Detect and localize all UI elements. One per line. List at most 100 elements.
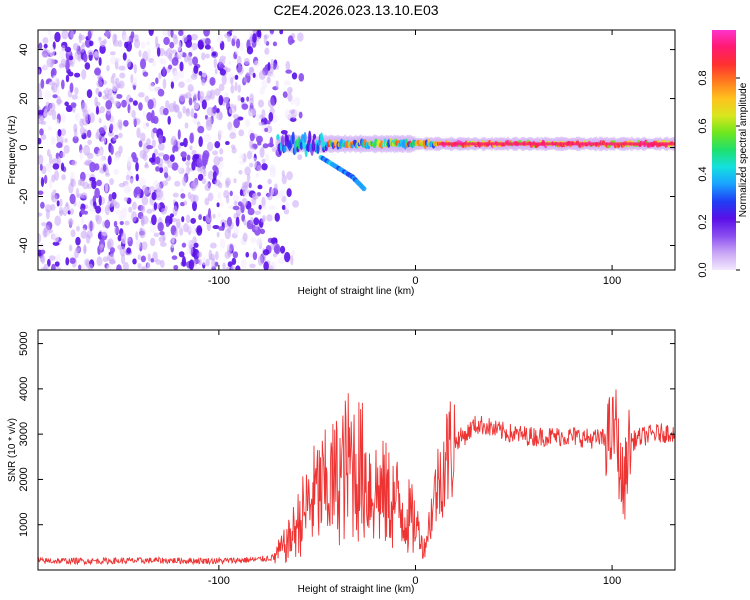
spectrogram-noise-blob — [83, 161, 91, 166]
spectrogram-noise-blob — [54, 261, 60, 267]
spectrogram-noise-blob — [162, 78, 167, 90]
spectrogram-noise-blob — [133, 77, 138, 86]
spectrogram-noise-blob — [263, 261, 269, 270]
spectrogram-noise-blob — [165, 100, 170, 109]
snr-y-tick-label: 5000 — [18, 331, 30, 355]
spectrogram-noise-blob — [44, 90, 51, 100]
spectrogram-noise-blob — [236, 55, 242, 67]
spectrogram-noise-blob — [261, 79, 268, 90]
spectrogram-noise-blob — [220, 202, 224, 207]
spectrogram-noise-blob — [264, 47, 270, 55]
spectrogram-noise-blob — [275, 80, 279, 90]
spectrogram-noise-blob — [177, 111, 183, 119]
spectrogram-noise-blob — [201, 99, 207, 110]
spectrogram-noise-blob — [151, 214, 157, 226]
spectrogram-noise-blob — [150, 237, 156, 247]
spectrogram-noise-blob — [257, 99, 264, 108]
spectrogram-noise-blob — [205, 53, 210, 59]
spectrogram-noise-blob — [138, 102, 143, 111]
spectrogram-noise-blob — [249, 132, 255, 142]
spectrogram-noise-blob — [266, 214, 273, 222]
spectrogram-noise-blob — [131, 211, 137, 222]
spectrogram-noise-blob — [40, 201, 45, 209]
spectrogram-noise-blob — [183, 137, 188, 148]
spectrogram-noise-blob — [177, 40, 182, 52]
spectrogram-noise-blob — [192, 56, 199, 66]
spectrogram-noise-blob — [142, 110, 146, 117]
spectrogram-noise-blob — [115, 93, 123, 99]
spectrogram-noise-blob — [96, 79, 103, 88]
spectrogram-noise-blob — [201, 78, 206, 86]
spectrogram-noise-blob — [272, 62, 277, 70]
spectrogram-noise-blob — [267, 33, 274, 38]
spectrogram-noise-blob — [89, 161, 96, 173]
spectrogram-noise-blob — [240, 259, 247, 269]
spectrogram-noise-blob — [298, 72, 305, 82]
spectrogram-noise-blob — [204, 44, 211, 50]
spectrogram-noise-blob — [146, 208, 153, 214]
spectrogram-noise-blob — [170, 81, 175, 89]
spectrogram-noise-blob — [155, 166, 160, 172]
spectrogram-noise-blob — [63, 206, 68, 214]
spectrogram-noise-blob — [227, 35, 232, 43]
spectrogram-noise-blob — [87, 49, 94, 56]
spectrogram-noise-blob — [239, 153, 245, 160]
spectrogram-noise-blob — [199, 90, 205, 100]
spectrogram-noise-blob — [198, 70, 203, 76]
spectrogram-noise-blob — [75, 236, 81, 246]
spectrogram-noise-blob — [287, 86, 293, 94]
spectrogram-noise-blob — [162, 154, 170, 161]
spectrogram-y-tick-label: 20 — [18, 92, 30, 104]
spectrogram-noise-blob — [218, 129, 224, 135]
spectrogram-noise-blob — [38, 190, 44, 195]
spectrogram-noise-blob — [259, 87, 265, 96]
spectrogram-noise-blob — [168, 102, 176, 113]
spectrogram-noise-blob — [121, 99, 127, 108]
spectrogram-noise-blob — [192, 200, 197, 212]
spectrogram-noise-blob — [252, 72, 256, 79]
spectrogram-noise-blob — [84, 172, 91, 179]
spectrogram-noise-blob — [286, 171, 293, 181]
spectrogram-noise-blob — [172, 34, 178, 40]
spectrogram-noise-blob — [279, 188, 285, 199]
spectrogram-noise-blob — [233, 227, 239, 236]
spectrogram-noise-blob — [237, 95, 241, 102]
spectrogram-noise-blob — [112, 135, 117, 142]
spectrogram-noise-blob — [261, 163, 268, 171]
spectrogram-noise-blob — [268, 205, 276, 210]
spectrogram-noise-blob — [80, 230, 88, 239]
snr-x-tick-label: -100 — [208, 575, 230, 587]
spectrogram-noise-blob — [98, 127, 105, 134]
spectrogram-noise-blob — [55, 118, 60, 126]
spectrogram-noise-blob — [209, 77, 216, 86]
spectrogram-noise-blob — [127, 155, 133, 167]
spectrogram-noise-blob — [253, 217, 260, 226]
spectrogram-noise-blob — [131, 152, 137, 160]
spectrogram-noise-blob — [284, 109, 291, 120]
spectrogram-noise-blob — [51, 75, 58, 84]
spectrogram-noise-blob — [219, 59, 226, 65]
spectrogram-noise-blob — [82, 181, 89, 190]
spectrogram-noise-blob — [120, 232, 127, 244]
spectrogram-noise-blob — [249, 93, 254, 102]
spectrogram-noise-blob — [211, 257, 216, 269]
spectrogram-noise-blob — [174, 180, 181, 187]
spectrogram-noise-blob — [69, 208, 75, 215]
spectrogram-noise-blob — [71, 160, 77, 166]
spectrogram-noise-blob — [153, 232, 160, 238]
spectrogram-y-tick-label: -20 — [18, 189, 30, 205]
spectrogram-noise-blob — [255, 238, 263, 244]
spectrogram-noise-blob — [181, 216, 185, 223]
spectrogram-noise-blob — [171, 57, 179, 66]
spectrogram-branch-blob — [361, 186, 367, 192]
spectrogram-noise-blob — [181, 242, 187, 248]
spectrogram-noise-blob — [230, 265, 235, 270]
spectrogram-noise-blob — [250, 216, 254, 225]
spectrogram-noise-blob — [135, 238, 141, 250]
spectrogram-noise-blob — [157, 143, 165, 151]
spectrogram-noise-blob — [104, 182, 109, 193]
spectrogram-noise-blob — [247, 207, 255, 216]
colorbar-tick-label: 0.4 — [697, 166, 709, 181]
spectrogram-noise-blob — [179, 142, 185, 147]
spectrogram-noise-blob — [269, 164, 276, 173]
